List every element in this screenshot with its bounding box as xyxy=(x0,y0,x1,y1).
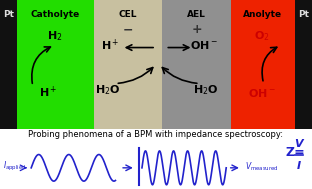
Bar xyxy=(162,0,231,129)
Text: Pt: Pt xyxy=(298,10,309,19)
Bar xyxy=(94,0,162,129)
Bar xyxy=(0,0,17,129)
Text: Z=: Z= xyxy=(285,146,305,159)
Text: OH$^-$: OH$^-$ xyxy=(190,39,218,51)
Text: Pt: Pt xyxy=(3,10,14,19)
Text: I: I xyxy=(297,161,301,171)
Text: Anolyte: Anolyte xyxy=(243,10,282,19)
Text: Catholyte: Catholyte xyxy=(31,10,80,19)
Text: Probing phenomena of a BPM with impedance spectroscopy:: Probing phenomena of a BPM with impedanc… xyxy=(28,130,284,139)
Text: V: V xyxy=(295,139,303,149)
Text: H$_2$O: H$_2$O xyxy=(95,83,120,97)
Text: AEL: AEL xyxy=(187,10,206,19)
Text: +: + xyxy=(191,23,202,36)
Text: OH$^-$: OH$^-$ xyxy=(248,87,276,98)
Text: −: − xyxy=(123,23,133,36)
Bar xyxy=(17,0,94,129)
Text: I$_{\rm applied}$: I$_{\rm applied}$ xyxy=(3,160,27,173)
Text: V$_{\rm measured}$: V$_{\rm measured}$ xyxy=(245,160,279,173)
Bar xyxy=(295,0,312,129)
Text: H$^+$: H$^+$ xyxy=(39,85,58,100)
Text: CEL: CEL xyxy=(119,10,137,19)
Bar xyxy=(231,0,295,129)
Text: H$^+$: H$^+$ xyxy=(101,37,120,53)
Text: H$_2$O: H$_2$O xyxy=(193,83,219,97)
Text: H$_2$: H$_2$ xyxy=(47,29,62,43)
Text: O$_2$: O$_2$ xyxy=(254,29,270,43)
